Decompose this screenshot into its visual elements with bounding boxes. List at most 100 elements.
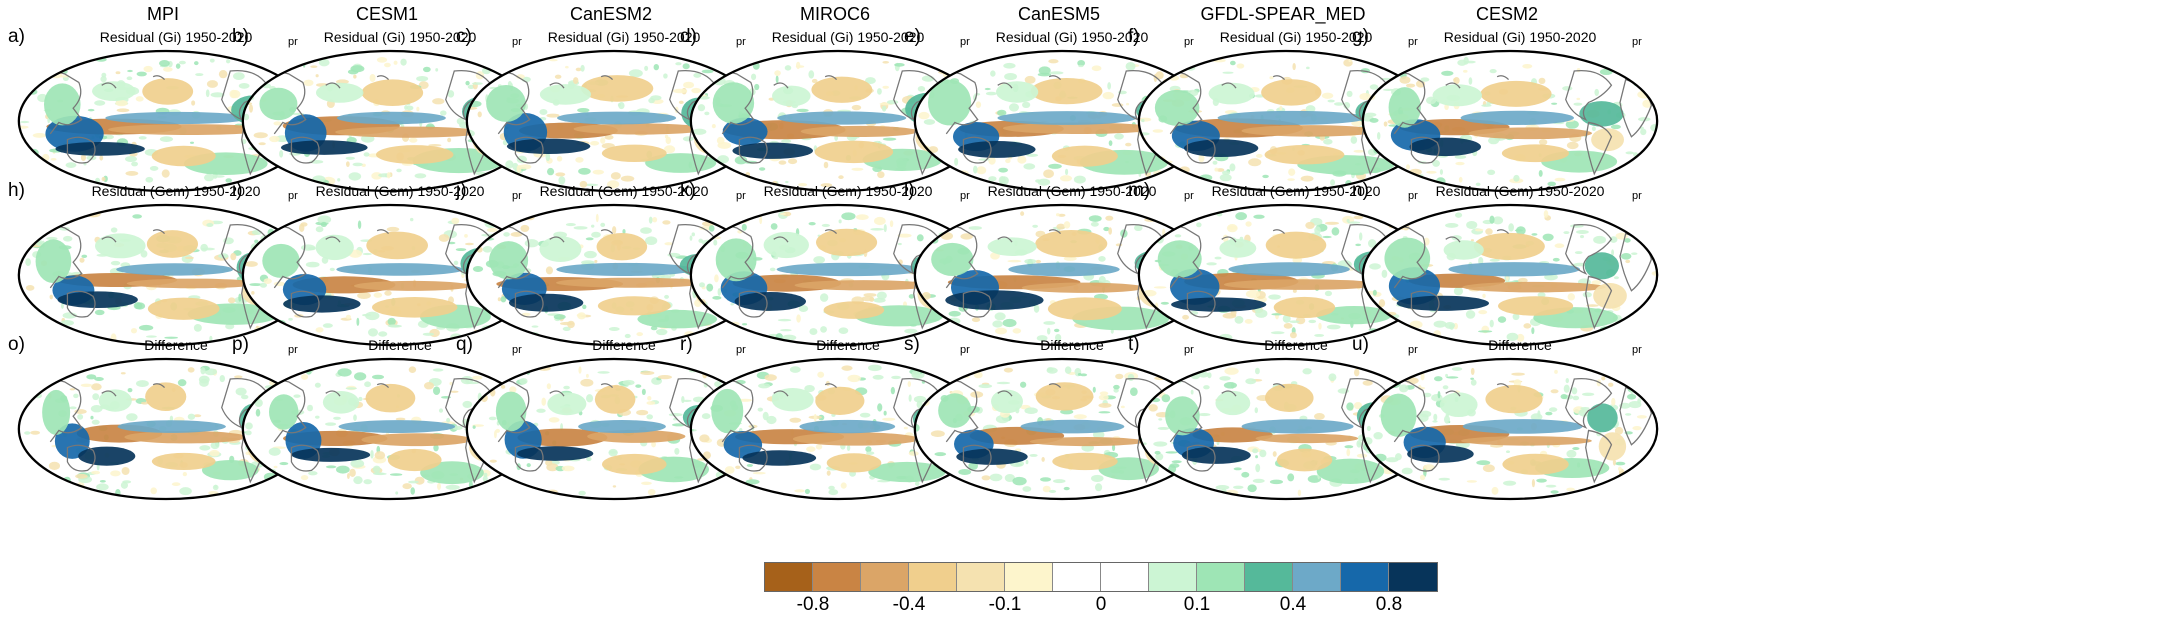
anomaly-speckle: [1305, 221, 1315, 229]
anomaly-region: [322, 391, 360, 414]
anomaly-speckle: [1611, 397, 1616, 406]
anomaly-speckle: [859, 412, 871, 418]
anomaly-speckle: [1139, 307, 1146, 313]
anomaly-speckle: [1576, 97, 1581, 100]
anomaly-speckle: [466, 151, 475, 155]
coastline: [962, 444, 992, 472]
anomaly-speckle: [1489, 319, 1494, 328]
anomaly-region: [1388, 87, 1421, 128]
anomaly-region: [1215, 390, 1251, 416]
anomaly-speckle: [1383, 88, 1394, 91]
anomaly-speckle: [1346, 448, 1351, 457]
anomaly-speckle: [594, 259, 598, 263]
map: [241, 357, 539, 501]
anomaly-speckle: [1255, 463, 1261, 473]
anomaly-region: [938, 393, 972, 428]
anomaly-speckle: [785, 180, 789, 184]
anomaly-speckle: [1377, 132, 1381, 140]
anomaly-speckle: [1102, 91, 1114, 100]
anomaly-speckle: [18, 376, 21, 385]
anomaly-speckle: [263, 215, 275, 219]
anomaly-speckle: [1355, 243, 1361, 247]
anomaly-speckle: [1262, 174, 1269, 179]
anomaly-speckle: [1219, 173, 1232, 182]
variable-label: pr: [288, 190, 298, 202]
anomaly-speckle: [1539, 139, 1548, 146]
panel-title: Difference: [1488, 337, 1552, 353]
anomaly-speckle: [1162, 478, 1173, 484]
anomaly-speckle: [1369, 263, 1381, 270]
anomaly-speckle: [214, 484, 218, 489]
anomaly-speckle: [387, 317, 396, 326]
anomaly-speckle: [868, 364, 882, 372]
anomaly-speckle: [1147, 81, 1153, 87]
anomaly-speckle: [18, 402, 25, 409]
anomaly-speckle: [1565, 120, 1579, 129]
anomaly-speckle: [242, 83, 249, 91]
anomaly-speckle: [164, 336, 178, 339]
anomaly-speckle: [1055, 334, 1062, 342]
anomaly-speckle: [696, 77, 707, 83]
anomaly-speckle: [288, 317, 293, 321]
model-title: MIROC6: [799, 4, 870, 24]
anomaly-speckle: [369, 74, 376, 82]
anomaly-speckle: [930, 430, 945, 437]
variable-label: pr: [1184, 190, 1194, 202]
anomaly-speckle: [491, 166, 500, 175]
anomaly-speckle: [971, 317, 981, 323]
anomaly-speckle: [1432, 420, 1438, 423]
anomaly-speckle: [77, 414, 84, 420]
anomaly-speckle: [699, 231, 709, 240]
anomaly-speckle: [524, 239, 539, 248]
anomaly-region: [1473, 232, 1545, 260]
anomaly-speckle: [1130, 387, 1138, 396]
anomaly-speckle: [918, 111, 930, 120]
anomaly-speckle: [1098, 256, 1106, 262]
anomaly-speckle: [242, 297, 245, 306]
coastline: [1445, 390, 1461, 397]
anomaly-speckle: [804, 385, 815, 393]
anomaly-region: [1030, 78, 1103, 105]
anomaly-speckle: [914, 211, 924, 218]
anomaly-speckle: [1161, 67, 1168, 75]
anomaly-speckle: [63, 57, 68, 63]
anomaly-speckle: [1245, 289, 1261, 299]
panel-letter: o): [8, 334, 25, 355]
anomaly-speckle: [1233, 467, 1242, 471]
anomaly-speckle: [1565, 378, 1569, 384]
anomaly-speckle: [1458, 176, 1463, 183]
anomaly-speckle: [1446, 376, 1459, 379]
anomaly-speckle: [1164, 170, 1168, 178]
anomaly-region: [151, 452, 216, 470]
anomaly-speckle: [781, 139, 792, 143]
anomaly-speckle: [1318, 322, 1322, 330]
anomaly-speckle: [516, 155, 527, 164]
anomaly-speckle: [451, 217, 460, 225]
anomaly-speckle: [362, 313, 371, 317]
coastline: [824, 383, 838, 389]
anomaly-speckle: [368, 328, 378, 337]
anomaly-speckle: [1125, 142, 1132, 147]
anomaly-speckle: [347, 473, 350, 479]
anomaly-speckle: [1353, 215, 1364, 220]
anomaly-speckle: [356, 317, 360, 326]
anomaly-speckle: [1287, 178, 1295, 181]
anomaly-speckle: [1466, 480, 1477, 483]
anomaly-speckle: [258, 467, 265, 474]
anomaly-speckle: [1392, 370, 1406, 374]
anomaly-speckle: [242, 489, 249, 496]
anomaly-speckle: [929, 375, 936, 382]
anomaly-speckle: [1401, 467, 1413, 475]
anomaly-region: [42, 389, 71, 435]
anomaly-speckle: [1226, 224, 1238, 233]
anomaly-region: [335, 126, 483, 138]
anomaly-speckle: [735, 465, 741, 469]
anomaly-speckle: [1497, 316, 1507, 323]
variable-label: pr: [736, 36, 746, 48]
anomaly-speckle: [1406, 164, 1410, 170]
map: [241, 49, 539, 193]
panel-title: Residual (Gem) 1950-2020: [1435, 183, 1605, 199]
anomaly-speckle: [877, 88, 882, 95]
anomaly-speckle: [1219, 376, 1231, 381]
anomaly-speckle: [482, 476, 488, 482]
